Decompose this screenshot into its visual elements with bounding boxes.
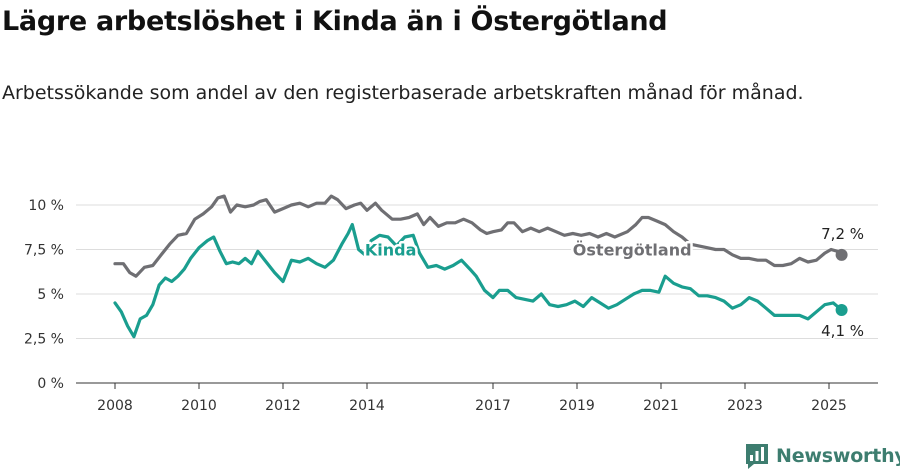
page-subtitle: Arbetssökande som andel av den registerb… <box>2 82 804 104</box>
y-tick-label: 5 % <box>37 287 64 303</box>
y-tick-label: 0 % <box>37 376 64 392</box>
x-tick-label: 2023 <box>727 398 763 414</box>
kinda-label: Kinda <box>365 241 417 260</box>
y-tick-label: 7,5 % <box>24 243 64 259</box>
x-tick-label: 2012 <box>265 398 301 414</box>
x-tick-label: 2014 <box>349 398 385 414</box>
ostergotland-end-label: 7,2 % <box>821 225 864 243</box>
page-title: Lägre arbetslöshet i Kinda än i Östergöt… <box>2 6 668 37</box>
y-tick-label: 2,5 % <box>24 332 64 348</box>
x-tick-label: 2019 <box>559 398 595 414</box>
y-axis-tick-labels: 0 % 2,5 % 5 % 7,5 % 10 % <box>24 198 64 392</box>
ostergotland-line <box>113 194 844 278</box>
ostergotland-end-label-halo: 7,2 % <box>821 225 864 243</box>
ostergotland-label: Östergötland <box>573 241 692 260</box>
x-tick-label: 2025 <box>811 398 847 414</box>
kinda-label-halo: Kinda <box>365 241 417 260</box>
series-lines <box>113 194 848 339</box>
x-tick-label: 2008 <box>97 398 133 414</box>
x-tick-label: 2017 <box>475 398 511 414</box>
brand-logo: Newsworthy <box>744 441 900 471</box>
kinda-end-label-halo: 4,1 % <box>821 322 864 340</box>
gridlines <box>76 204 878 339</box>
x-tick-label: 2021 <box>643 398 679 414</box>
kinda-end-label: 4,1 % <box>821 322 864 340</box>
kinda-line <box>113 223 844 339</box>
brand-name: Newsworthy <box>776 445 900 467</box>
x-axis-tick-labels: 2008 2010 2012 2014 2017 2019 2021 2023 2025 <box>97 383 847 414</box>
ostergotland-label-halo: Östergötland <box>573 241 692 260</box>
newsworthy-logo-icon <box>746 444 768 469</box>
kinda-end-point <box>835 304 848 317</box>
ostergotland-end-point <box>835 248 848 261</box>
x-tick-label: 2010 <box>181 398 217 414</box>
y-tick-label: 10 % <box>28 198 64 214</box>
